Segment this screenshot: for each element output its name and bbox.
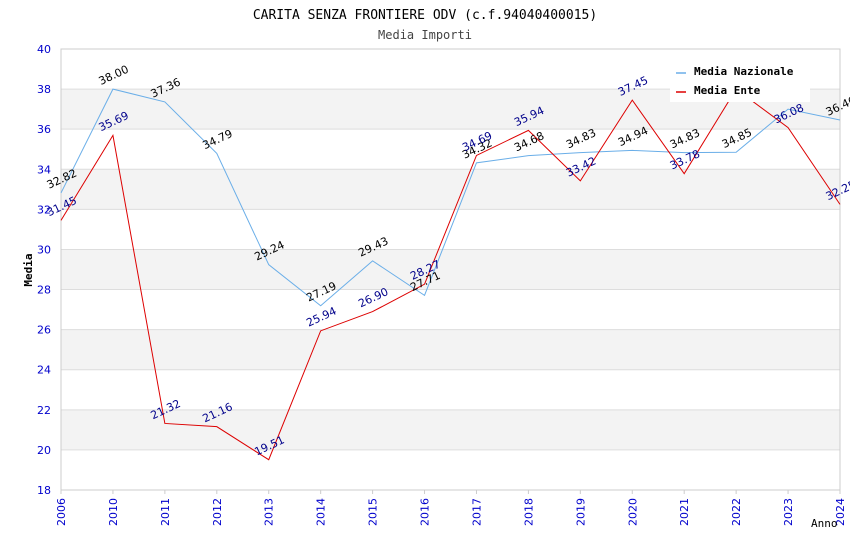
series-layer xyxy=(60,88,841,461)
x-tick-label: 2020 xyxy=(626,498,639,526)
x-axis-label: Anno xyxy=(811,517,838,530)
x-tick-label: 2022 xyxy=(730,498,743,526)
legend-box xyxy=(670,58,810,102)
chart-subtitle: Media Importi xyxy=(378,28,472,42)
x-tick-label: 2017 xyxy=(470,498,483,526)
data-label: 34.83 xyxy=(564,126,598,151)
x-tick-label: 2015 xyxy=(367,498,380,526)
data-label: 34.68 xyxy=(512,129,546,154)
data-label: 34.79 xyxy=(201,127,235,152)
x-tick-label: 2014 xyxy=(315,498,328,526)
x-axis: 2006 2010 2011 2012 2013 2014 2015 2016 2017 2018… xyxy=(55,490,847,526)
x-tick-label: 2012 xyxy=(211,498,224,526)
y-tick-label: 38 xyxy=(37,83,51,96)
x-tick-label: 2010 xyxy=(107,498,120,526)
x-tick-label: 2019 xyxy=(574,498,587,526)
x-tick-label: 2013 xyxy=(263,498,276,526)
y-tick-label: 36 xyxy=(37,123,51,136)
x-tick-label: 2016 xyxy=(419,498,432,526)
legend-label-ente: Media Ente xyxy=(694,84,761,97)
y-tick-label: 18 xyxy=(37,484,51,497)
y-axis: 18 20 22 24 26 28 30 32 34 36 38 40 xyxy=(37,43,51,497)
series-line-1 xyxy=(60,88,841,461)
grid-band xyxy=(61,249,840,290)
grid-band xyxy=(61,329,840,370)
data-label: 34.83 xyxy=(668,126,702,151)
x-tick-label: 2023 xyxy=(782,498,795,526)
legend-label-nazionale: Media Nazionale xyxy=(694,65,794,78)
x-tick-label: 2024 xyxy=(834,498,847,526)
y-tick-label: 34 xyxy=(37,163,51,176)
y-tick-label: 40 xyxy=(37,43,51,56)
x-tick-label: 2021 xyxy=(678,498,691,526)
y-tick-label: 20 xyxy=(37,444,51,457)
chart-title: CARITA SENZA FRONTIERE ODV (c.f.94040400… xyxy=(253,8,597,23)
data-label: 38.00 xyxy=(97,63,131,88)
y-tick-label: 26 xyxy=(37,324,51,337)
grid-band xyxy=(61,409,840,450)
y-tick-label: 28 xyxy=(37,284,51,297)
x-tick-label: 2011 xyxy=(159,498,172,526)
x-tick-label: 2006 xyxy=(55,498,68,526)
plot-frame xyxy=(60,48,841,491)
y-axis-label: Media xyxy=(22,253,35,286)
y-tick-label: 32 xyxy=(37,203,51,216)
x-tick-label: 2018 xyxy=(522,498,535,526)
grid-bands xyxy=(61,89,840,450)
y-tick-label: 22 xyxy=(37,404,51,417)
grid-band xyxy=(61,169,840,210)
y-tick-label: 24 xyxy=(37,364,51,377)
legend: Media Nazionale Media Ente xyxy=(670,58,810,102)
series-line-0 xyxy=(60,88,841,307)
y-tick-label: 30 xyxy=(37,243,51,256)
